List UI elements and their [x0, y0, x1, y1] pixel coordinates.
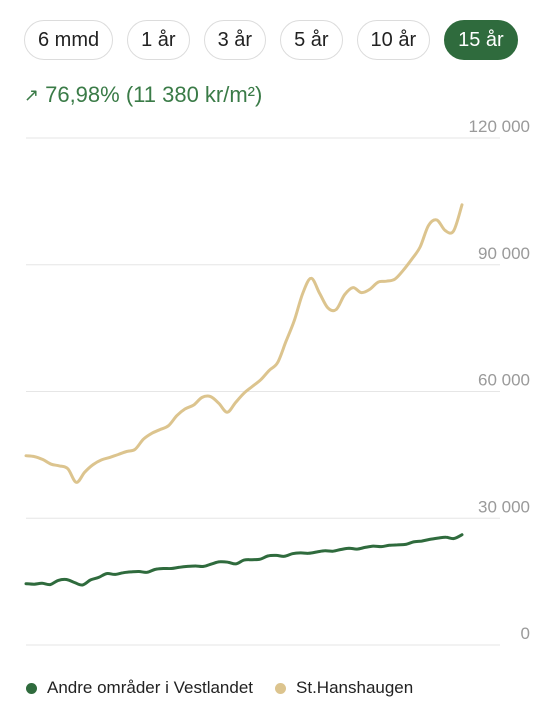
y-tick-label: 30 000 — [478, 497, 530, 516]
chart-legend: Andre områder i Vestlandet St.Hanshaugen — [26, 678, 413, 698]
legend-dot-green — [26, 682, 37, 694]
legend-label: Andre områder i Vestlandet — [47, 678, 254, 697]
y-tick-label: 60 000 — [478, 371, 530, 390]
legend-dot-gold — [275, 682, 287, 694]
period-tab-10-years[interactable]: 10 år — [356, 20, 431, 60]
period-tab-5-years[interactable]: 5 år — [280, 20, 343, 60]
price-change-text: 76,98% (11 380 kr/m²) — [45, 82, 263, 107]
series-line-st-hanshaugen[interactable] — [24, 203, 464, 484]
y-tick-label: 0 — [521, 624, 530, 643]
period-selector: 6 mmd 1 år 3 år 5 år 10 år 15 år — [24, 20, 518, 60]
legend-item-vestlandet[interactable]: Andre områder i Vestlandet — [26, 678, 253, 698]
y-tick-label: 120 000 — [469, 117, 530, 136]
period-tab-15-years[interactable]: 15 år — [444, 20, 518, 60]
period-tab-3-years[interactable]: 3 år — [203, 20, 267, 60]
legend-label: St.Hanshaugen — [296, 678, 414, 697]
price-change: ↗ 76,98% (11 380 kr/m²) — [24, 82, 262, 108]
period-tab-6-months[interactable]: 6 mmd — [24, 20, 114, 60]
y-tick-label: 90 000 — [478, 244, 530, 263]
arrow-up-right-icon: ↗ — [24, 84, 40, 105]
legend-item-st-hanshaugen[interactable]: St.Hanshaugen — [275, 678, 413, 698]
period-tab-1-year[interactable]: 1 år — [127, 20, 190, 60]
series-line-vestlandet[interactable] — [24, 533, 464, 587]
